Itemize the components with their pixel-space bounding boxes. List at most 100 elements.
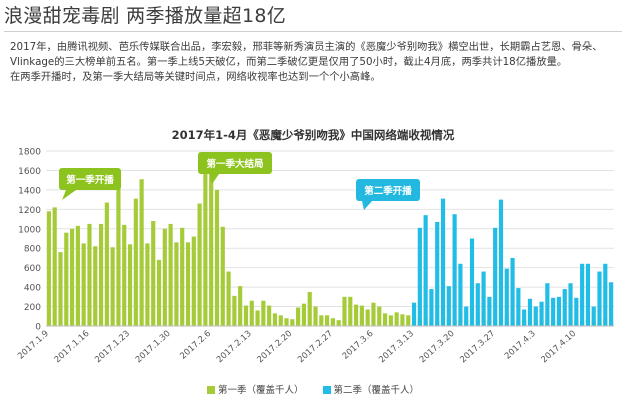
legend-swatch-season2 xyxy=(322,386,331,394)
title-divider xyxy=(4,31,622,32)
bar-season2 xyxy=(452,214,457,326)
bar-season1 xyxy=(116,185,121,326)
callout-label: 第二季开播 xyxy=(364,185,412,197)
y-tick-label: 1000 xyxy=(18,225,41,235)
bar-season1 xyxy=(400,314,405,326)
bar-season1 xyxy=(133,198,138,326)
bar-season2 xyxy=(429,289,434,326)
bar-season1 xyxy=(348,296,353,326)
bar-season1 xyxy=(255,310,260,326)
bar-season2 xyxy=(545,283,550,326)
x-tick-label: 2017.2.6 xyxy=(178,329,213,362)
callout-box xyxy=(198,152,272,174)
bar-season1 xyxy=(371,302,376,326)
y-tick-label: 600 xyxy=(24,264,41,274)
x-tick-label: 2017.1.23 xyxy=(93,329,132,365)
bar-season1 xyxy=(394,312,399,326)
legend-item-season2: 第二季（覆盖千人） xyxy=(322,382,420,396)
bar-season2 xyxy=(609,282,614,326)
bar-season1 xyxy=(64,232,69,326)
bar-season1 xyxy=(272,313,278,326)
bar-season1 xyxy=(203,162,208,326)
bar-season1 xyxy=(296,307,301,326)
bar-season1 xyxy=(162,228,167,326)
bar-season1 xyxy=(209,176,214,326)
bar-season2 xyxy=(458,263,463,326)
bar-season2 xyxy=(562,289,567,326)
x-tick-label: 2017.4.10 xyxy=(539,329,578,365)
bar-season1 xyxy=(319,315,324,326)
callout-label: 第一季开播 xyxy=(66,174,114,186)
bar-season1 xyxy=(214,189,220,326)
intro-paragraph-2: 在两季开播时，及第一季大结局等关键时间点，网络收视率也达到一个个小高峰。 xyxy=(10,71,381,83)
bar-season2 xyxy=(423,215,428,326)
bar-season2 xyxy=(539,301,544,326)
bar-season1 xyxy=(174,242,179,326)
bar-season2 xyxy=(527,298,533,326)
bar-season2 xyxy=(411,302,417,326)
y-tick-label: 800 xyxy=(24,245,41,255)
bar-season1 xyxy=(69,228,75,326)
bar-season1 xyxy=(191,236,196,326)
x-tick-label: 2017.1.30 xyxy=(134,329,173,365)
bar-season2 xyxy=(568,283,573,326)
bar-season2 xyxy=(435,221,440,326)
y-tick-label: 400 xyxy=(24,284,41,294)
bar-season1 xyxy=(313,306,318,326)
x-tick-label: 2017.2.27 xyxy=(296,329,335,365)
bar-season2 xyxy=(597,271,602,326)
chart-legend: 第一季（覆盖千人） 第二季（覆盖千人） xyxy=(0,382,626,396)
bar-season1 xyxy=(359,305,364,326)
bar-season1 xyxy=(388,315,393,326)
legend-label-season2: 第二季（覆盖千人） xyxy=(333,385,420,396)
callout-pointer xyxy=(62,190,76,200)
bar-season2 xyxy=(498,199,504,326)
bar-season2 xyxy=(464,306,469,326)
bar-season1 xyxy=(325,315,330,326)
bar-season1 xyxy=(406,315,411,326)
callout-box xyxy=(356,179,420,201)
bar-season1 xyxy=(87,223,92,326)
bar-season1 xyxy=(365,309,370,326)
bar-season1 xyxy=(75,225,80,326)
bar-season1 xyxy=(151,221,156,326)
bar-season2 xyxy=(533,306,538,326)
bar-season2 xyxy=(603,263,608,326)
bar-season1 xyxy=(127,244,133,326)
bar-season2 xyxy=(551,297,556,326)
callout-pointer xyxy=(362,201,372,210)
bar-season1 xyxy=(145,243,150,326)
bar-season1 xyxy=(243,305,249,326)
bar-season1 xyxy=(290,319,295,326)
y-tick-label: 1600 xyxy=(18,167,41,177)
y-tick-label: 200 xyxy=(24,303,41,313)
bar-season1 xyxy=(98,223,104,326)
bar-season2 xyxy=(475,283,480,326)
bar-season1 xyxy=(93,246,98,326)
intro-text: 2017年，由腾讯视频、芭乐传媒联合出品，李宏毅，邢菲等新秀演员主演的《恶魔少爷… xyxy=(10,40,618,85)
bar-season2 xyxy=(481,271,486,326)
bar-season1 xyxy=(110,247,115,326)
x-tick-label: 2017.1.16 xyxy=(53,329,92,365)
bar-season1 xyxy=(168,223,173,326)
callout-box xyxy=(59,168,121,190)
bar-season1 xyxy=(139,179,144,326)
bar-season1 xyxy=(122,224,127,326)
y-tick-label: 1800 xyxy=(18,148,41,158)
x-tick-label: 2017.3.6 xyxy=(341,329,376,362)
x-tick-label: 2017.2.20 xyxy=(255,329,294,365)
callout-pointer xyxy=(209,174,219,184)
x-tick-label: 2017.3.27 xyxy=(458,329,497,365)
bar-season1 xyxy=(330,318,335,326)
bar-season1 xyxy=(238,286,243,326)
bar-season2 xyxy=(446,286,451,326)
bar-season2 xyxy=(487,296,492,326)
bar-season1 xyxy=(278,315,283,326)
bar-season2 xyxy=(516,288,521,326)
legend-item-season1: 第一季（覆盖千人） xyxy=(206,382,303,396)
bar-season1 xyxy=(46,211,51,326)
bar-season1 xyxy=(58,252,63,326)
bar-season1 xyxy=(382,313,388,326)
bar-season2 xyxy=(522,309,527,326)
